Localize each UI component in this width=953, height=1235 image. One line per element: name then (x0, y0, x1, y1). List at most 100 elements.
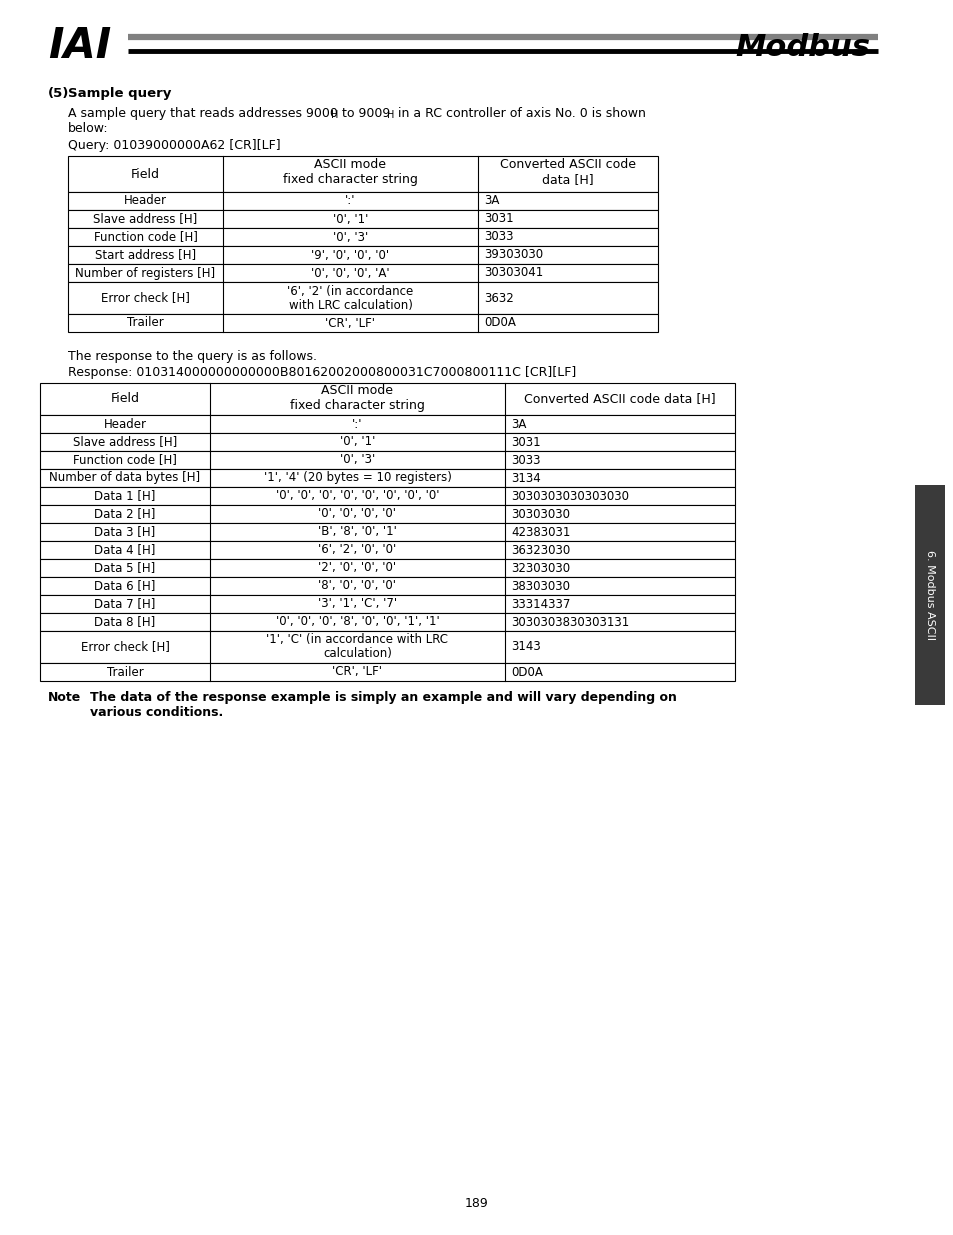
Text: IAI: IAI (48, 25, 112, 67)
Text: 3031: 3031 (483, 212, 513, 226)
Text: fixed character string: fixed character string (290, 399, 424, 411)
Bar (68, 210, 658, 228)
Text: Converted ASCII code: Converted ASCII code (499, 158, 636, 172)
Text: '0', '3': '0', '3' (333, 231, 368, 243)
Text: 'CR', 'LF': 'CR', 'LF' (333, 666, 382, 678)
Text: 32303030: 32303030 (511, 562, 570, 574)
Text: '0', '0', '0', '0': '0', '0', '0', '0' (318, 508, 396, 520)
Text: Data 7 [H]: Data 7 [H] (94, 598, 155, 610)
Text: 3143: 3143 (511, 641, 540, 653)
Bar (40, 451, 734, 469)
Bar (40, 469, 734, 487)
Text: '8', '0', '0', '0': '8', '0', '0', '0' (318, 579, 396, 593)
Text: ':': ':' (345, 194, 355, 207)
Text: data [H]: data [H] (541, 173, 593, 186)
Text: to 9009: to 9009 (337, 107, 390, 120)
Text: Data 6 [H]: Data 6 [H] (94, 579, 155, 593)
Text: with LRC calculation): with LRC calculation) (288, 299, 412, 311)
Bar (40, 631, 734, 663)
Text: 38303030: 38303030 (511, 579, 569, 593)
Text: Function code [H]: Function code [H] (73, 453, 176, 467)
Bar (40, 559, 734, 577)
Text: 33314337: 33314337 (511, 598, 570, 610)
Bar (68, 156, 658, 191)
Bar (40, 433, 734, 451)
Text: H: H (331, 110, 338, 120)
Bar (68, 228, 658, 246)
Text: '2', '0', '0', '0': '2', '0', '0', '0' (318, 562, 396, 574)
Bar (40, 383, 734, 415)
Text: The response to the query is as follows.: The response to the query is as follows. (68, 350, 316, 363)
Text: Field: Field (131, 168, 160, 180)
Bar (914, 485, 944, 705)
Text: Data 3 [H]: Data 3 [H] (94, 526, 155, 538)
Text: '0', '0', '0', '8', '0', '0', '1', '1': '0', '0', '0', '8', '0', '0', '1', '1' (275, 615, 439, 629)
Text: Error check [H]: Error check [H] (80, 641, 170, 653)
Bar (68, 264, 658, 282)
Text: '0', '0', '0', 'A': '0', '0', '0', 'A' (311, 267, 390, 279)
Text: 3134: 3134 (511, 472, 540, 484)
Text: Header: Header (103, 417, 147, 431)
Text: '0', '1': '0', '1' (339, 436, 375, 448)
Text: ':': ':' (352, 417, 362, 431)
Bar (68, 282, 658, 314)
Text: '1', '4' (20 bytes = 10 registers): '1', '4' (20 bytes = 10 registers) (263, 472, 451, 484)
Bar (40, 522, 734, 541)
Text: Data 2 [H]: Data 2 [H] (94, 508, 155, 520)
Text: Slave address [H]: Slave address [H] (72, 436, 177, 448)
Bar (40, 541, 734, 559)
Text: '0', '0', '0', '0', '0', '0', '0', '0': '0', '0', '0', '0', '0', '0', '0', '0' (275, 489, 438, 503)
Text: in a RC controller of axis No. 0 is shown: in a RC controller of axis No. 0 is show… (394, 107, 645, 120)
Text: Data 5 [H]: Data 5 [H] (94, 562, 155, 574)
Text: 42383031: 42383031 (511, 526, 570, 538)
Text: 0D0A: 0D0A (483, 316, 516, 330)
Text: A sample query that reads addresses 9000: A sample query that reads addresses 9000 (68, 107, 337, 120)
Text: ASCII mode: ASCII mode (321, 384, 393, 398)
Text: 36323030: 36323030 (511, 543, 570, 557)
Text: Data 1 [H]: Data 1 [H] (94, 489, 155, 503)
Text: 0D0A: 0D0A (511, 666, 542, 678)
Text: 3632: 3632 (483, 291, 514, 305)
Text: Start address [H]: Start address [H] (95, 248, 196, 262)
Text: Error check [H]: Error check [H] (101, 291, 190, 305)
Bar (68, 314, 658, 332)
Text: '9', '0', '0', '0': '9', '0', '0', '0' (311, 248, 389, 262)
Text: 6. Modbus ASCII: 6. Modbus ASCII (924, 550, 934, 640)
Bar (40, 595, 734, 613)
Text: 39303030: 39303030 (483, 248, 542, 262)
Text: Number of registers [H]: Number of registers [H] (75, 267, 215, 279)
Text: 3A: 3A (511, 417, 526, 431)
Text: 3030303830303131: 3030303830303131 (511, 615, 629, 629)
Bar (40, 505, 734, 522)
Text: Slave address [H]: Slave address [H] (93, 212, 197, 226)
Text: (5): (5) (48, 86, 70, 100)
Text: Function code [H]: Function code [H] (93, 231, 197, 243)
Text: Data 8 [H]: Data 8 [H] (94, 615, 155, 629)
Text: '0', '3': '0', '3' (339, 453, 375, 467)
Bar (68, 191, 658, 210)
Text: Modbus: Modbus (734, 33, 869, 62)
Text: 'CR', 'LF': 'CR', 'LF' (325, 316, 375, 330)
Bar (40, 613, 734, 631)
Text: Converted ASCII code data [H]: Converted ASCII code data [H] (523, 393, 715, 405)
Text: Trailer: Trailer (127, 316, 164, 330)
Text: H: H (387, 110, 394, 120)
Text: Sample query: Sample query (68, 86, 172, 100)
Bar (40, 577, 734, 595)
Text: various conditions.: various conditions. (90, 706, 223, 719)
Text: Response: 010314000000000000B80162002000800031C7000800111C [CR][LF]: Response: 010314000000000000B80162002000… (68, 366, 576, 379)
Text: 'B', '8', '0', '1': 'B', '8', '0', '1' (317, 526, 396, 538)
Text: Trailer: Trailer (107, 666, 143, 678)
Text: '1', 'C' (in accordance with LRC: '1', 'C' (in accordance with LRC (266, 634, 448, 646)
Text: The data of the response example is simply an example and will vary depending on: The data of the response example is simp… (90, 692, 677, 704)
Text: Header: Header (124, 194, 167, 207)
Text: calculation): calculation) (323, 647, 392, 661)
Bar (40, 663, 734, 680)
Text: fixed character string: fixed character string (283, 173, 417, 186)
Text: 30303030: 30303030 (511, 508, 569, 520)
Text: Data 4 [H]: Data 4 [H] (94, 543, 155, 557)
Bar (40, 415, 734, 433)
Text: 3030303030303030: 3030303030303030 (511, 489, 628, 503)
Text: below:: below: (68, 122, 109, 135)
Text: Number of data bytes [H]: Number of data bytes [H] (50, 472, 200, 484)
